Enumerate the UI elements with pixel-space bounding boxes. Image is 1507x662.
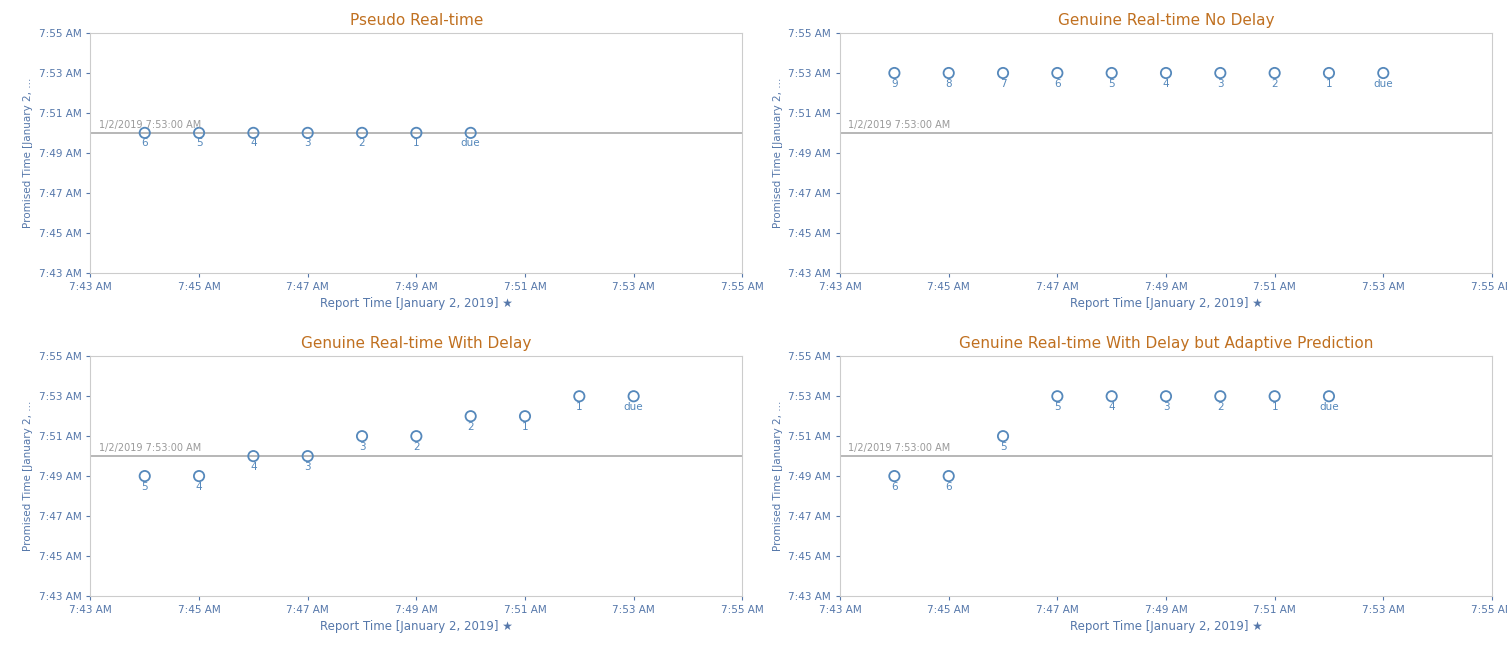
Point xyxy=(187,471,211,481)
Point xyxy=(1371,68,1395,78)
Point xyxy=(350,431,374,442)
X-axis label: Report Time [January 2, 2019] ★: Report Time [January 2, 2019] ★ xyxy=(1070,620,1263,634)
X-axis label: Report Time [January 2, 2019] ★: Report Time [January 2, 2019] ★ xyxy=(319,297,512,310)
Point xyxy=(512,411,536,422)
Point xyxy=(1317,391,1341,402)
Point xyxy=(404,128,428,138)
Point xyxy=(295,128,319,138)
Text: 1/2/2019 7:53:00 AM: 1/2/2019 7:53:00 AM xyxy=(98,120,200,130)
Point xyxy=(882,68,906,78)
Point xyxy=(133,128,157,138)
Text: 3: 3 xyxy=(1163,402,1169,412)
X-axis label: Report Time [January 2, 2019] ★: Report Time [January 2, 2019] ★ xyxy=(1070,297,1263,310)
Point xyxy=(404,431,428,442)
Text: 3: 3 xyxy=(304,461,310,472)
Text: 2: 2 xyxy=(1218,402,1224,412)
Text: 5: 5 xyxy=(196,138,202,148)
Point xyxy=(241,128,265,138)
Text: 1: 1 xyxy=(576,402,583,412)
Title: Pseudo Real-time: Pseudo Real-time xyxy=(350,13,484,28)
Point xyxy=(350,128,374,138)
Text: 6: 6 xyxy=(142,138,148,148)
Text: 5: 5 xyxy=(1108,79,1115,89)
Text: 2: 2 xyxy=(359,138,365,148)
Point xyxy=(1046,68,1070,78)
Text: 6: 6 xyxy=(945,482,952,492)
Point xyxy=(1317,68,1341,78)
Text: 2: 2 xyxy=(467,422,475,432)
Point xyxy=(937,68,961,78)
Text: 4: 4 xyxy=(196,482,202,492)
Text: due: due xyxy=(624,402,643,412)
Point xyxy=(458,411,482,422)
Point xyxy=(1100,68,1124,78)
Text: 1/2/2019 7:53:00 AM: 1/2/2019 7:53:00 AM xyxy=(98,443,200,453)
Text: 7: 7 xyxy=(999,79,1007,89)
Point xyxy=(882,471,906,481)
Point xyxy=(1263,391,1287,402)
Text: 3: 3 xyxy=(359,442,365,451)
Text: 3: 3 xyxy=(1218,79,1224,89)
Text: 1: 1 xyxy=(521,422,529,432)
Point xyxy=(1209,391,1233,402)
Text: 1: 1 xyxy=(1272,402,1278,412)
Text: due: due xyxy=(461,138,481,148)
Text: 5: 5 xyxy=(999,442,1007,451)
Title: Genuine Real-time With Delay but Adaptive Prediction: Genuine Real-time With Delay but Adaptiv… xyxy=(958,336,1373,351)
Text: 1: 1 xyxy=(413,138,419,148)
Text: 9: 9 xyxy=(891,79,898,89)
Y-axis label: Promised Time [January 2, ...: Promised Time [January 2, ... xyxy=(23,77,33,228)
Text: 4: 4 xyxy=(250,138,256,148)
Y-axis label: Promised Time [January 2, ...: Promised Time [January 2, ... xyxy=(23,401,33,551)
Text: due: due xyxy=(1373,79,1392,89)
Text: 2: 2 xyxy=(1272,79,1278,89)
Point xyxy=(1100,391,1124,402)
Title: Genuine Real-time With Delay: Genuine Real-time With Delay xyxy=(301,336,532,351)
Y-axis label: Promised Time [January 2, ...: Promised Time [January 2, ... xyxy=(773,77,782,228)
Text: 1/2/2019 7:53:00 AM: 1/2/2019 7:53:00 AM xyxy=(848,443,951,453)
Point xyxy=(241,451,265,461)
Y-axis label: Promised Time [January 2, ...: Promised Time [January 2, ... xyxy=(773,401,782,551)
Text: 5: 5 xyxy=(142,482,148,492)
Point xyxy=(1154,391,1178,402)
Point xyxy=(992,68,1016,78)
Point xyxy=(458,128,482,138)
Text: 1/2/2019 7:53:00 AM: 1/2/2019 7:53:00 AM xyxy=(848,120,951,130)
Text: 4: 4 xyxy=(1108,402,1115,412)
Text: 6: 6 xyxy=(891,482,898,492)
Text: 4: 4 xyxy=(250,461,256,472)
Point xyxy=(187,128,211,138)
Point xyxy=(1263,68,1287,78)
Point xyxy=(992,431,1016,442)
X-axis label: Report Time [January 2, 2019] ★: Report Time [January 2, 2019] ★ xyxy=(319,620,512,634)
Text: 1: 1 xyxy=(1326,79,1332,89)
Title: Genuine Real-time No Delay: Genuine Real-time No Delay xyxy=(1058,13,1275,28)
Text: 3: 3 xyxy=(304,138,310,148)
Point xyxy=(1046,391,1070,402)
Text: 5: 5 xyxy=(1053,402,1061,412)
Point xyxy=(1209,68,1233,78)
Text: 8: 8 xyxy=(945,79,952,89)
Point xyxy=(567,391,591,402)
Point xyxy=(937,471,961,481)
Text: 2: 2 xyxy=(413,442,419,451)
Text: 4: 4 xyxy=(1163,79,1169,89)
Point xyxy=(133,471,157,481)
Point xyxy=(295,451,319,461)
Text: 6: 6 xyxy=(1053,79,1061,89)
Point xyxy=(621,391,645,402)
Point xyxy=(1154,68,1178,78)
Text: due: due xyxy=(1319,402,1338,412)
